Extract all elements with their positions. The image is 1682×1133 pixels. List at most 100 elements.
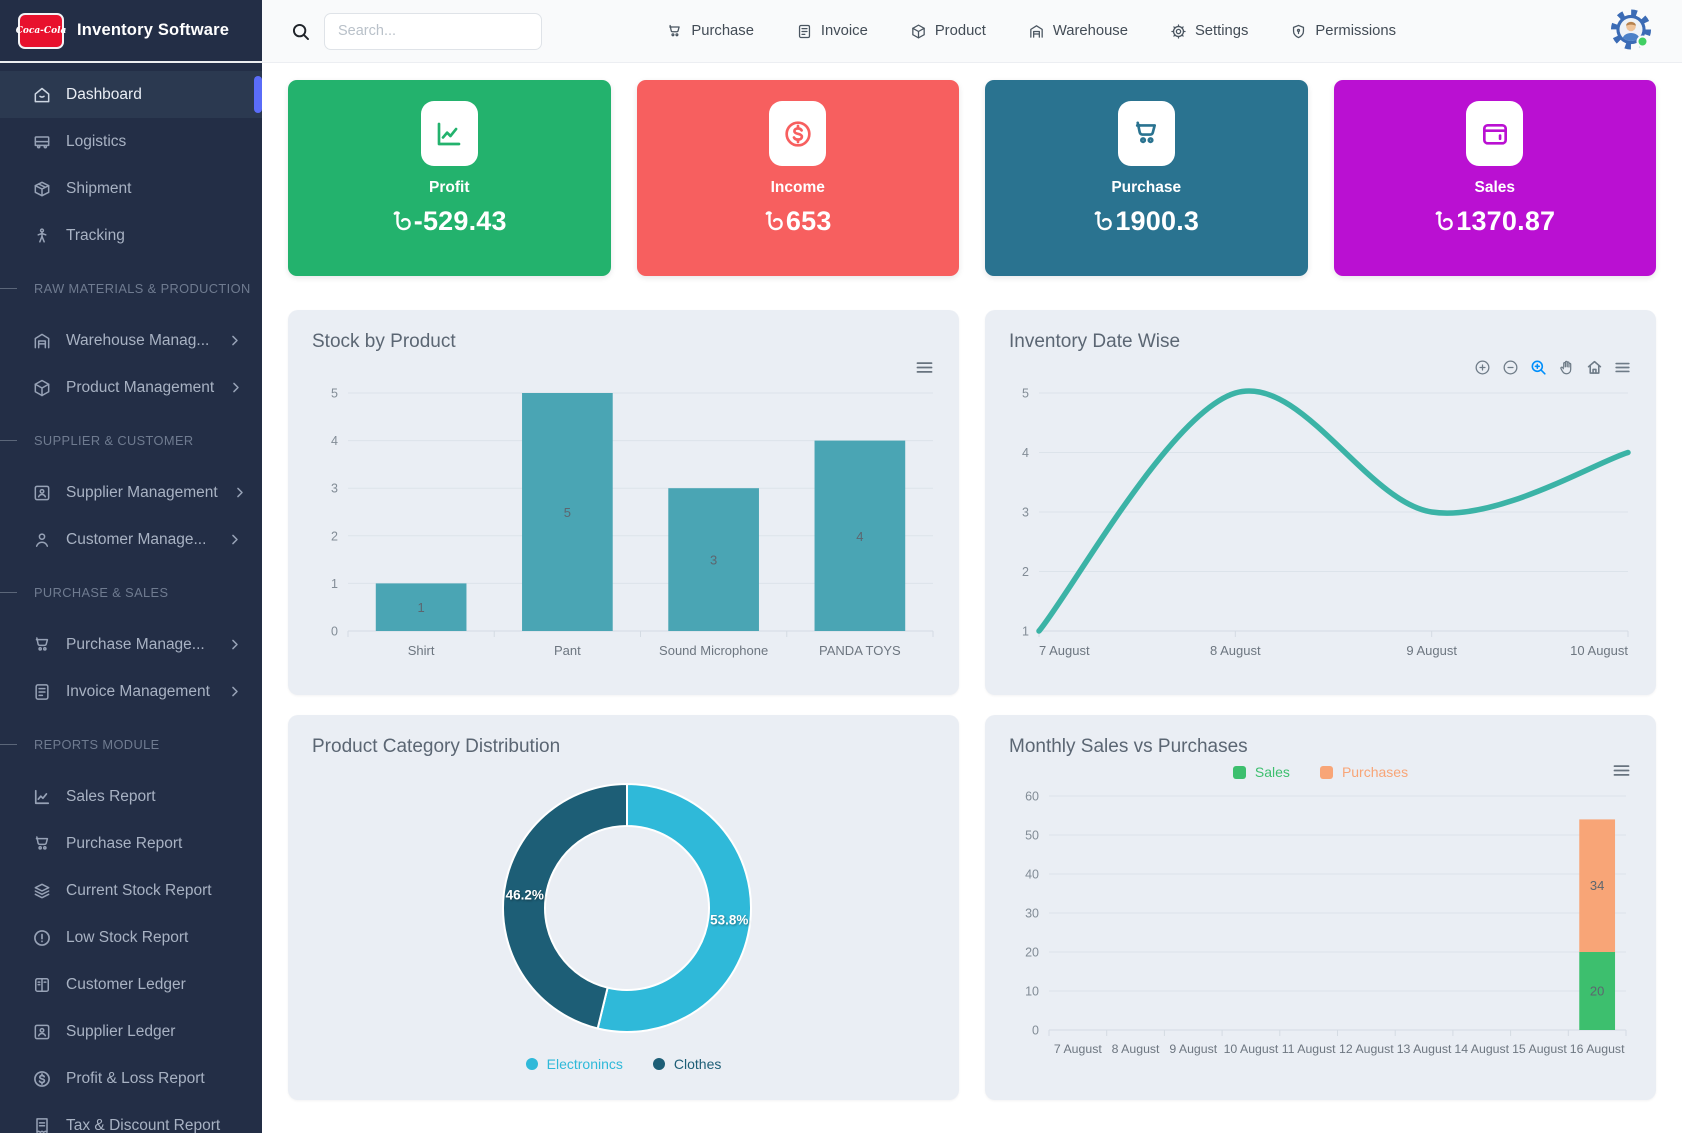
sidebar: Coca-Cola Inventory Software Dashboard Lo…	[0, 0, 262, 1133]
svg-text:3: 3	[331, 482, 338, 496]
sidebar-item-tracking[interactable]: Tracking	[0, 212, 262, 259]
svg-text:5: 5	[564, 505, 571, 520]
svg-text:5: 5	[331, 387, 338, 401]
sidebar-item-profit-loss-report[interactable]: Profit & Loss Report	[0, 1055, 262, 1102]
chevron-right-icon	[232, 485, 247, 500]
topnav-item-purchase[interactable]: Purchase	[666, 23, 754, 40]
topnav-item-permissions[interactable]: Permissions	[1290, 23, 1396, 40]
chart-menu-icon[interactable]	[914, 357, 935, 378]
sidebar-section-heading: PURCHASE & SALES	[0, 563, 262, 621]
topnav-item-warehouse[interactable]: Warehouse	[1028, 23, 1128, 40]
topbar: Purchase Invoice Product Warehouse Settings P…	[262, 0, 1682, 63]
sidebar-item-dashboard[interactable]: Dashboard	[0, 71, 262, 118]
sidebar-item-label: Purchase Report	[66, 834, 183, 852]
svg-text:10 August: 10 August	[1224, 1042, 1279, 1056]
sidebar-item-label: Warehouse Manag...	[66, 331, 210, 349]
svg-text:Sound Microphone: Sound Microphone	[659, 643, 768, 658]
svg-text:7 August: 7 August	[1054, 1042, 1102, 1056]
svg-text:14 August: 14 August	[1454, 1042, 1509, 1056]
sidebar-item-product-management[interactable]: Product Management	[0, 364, 262, 411]
stat-card-sales: Sales 1370.87	[1333, 80, 1656, 276]
svg-text:53.8%: 53.8%	[710, 912, 748, 927]
legend-label: Clothes	[673, 1056, 722, 1072]
coca-cola-logo-icon: Coca-Cola	[15, 12, 67, 49]
sidebar-item-current-stock-report[interactable]: Current Stock Report	[0, 867, 262, 914]
donut-legend: Electronincs Clothes	[312, 1052, 935, 1076]
stat-card-label: Purchase	[1111, 179, 1182, 196]
app-title: Inventory Software	[77, 21, 230, 39]
warehouse-icon	[1028, 23, 1045, 40]
svg-text:4: 4	[331, 434, 338, 448]
stat-card-label: Income	[770, 179, 825, 196]
sidebar-item-customer-manage[interactable]: Customer Manage...	[0, 516, 262, 563]
chevron-right-icon	[227, 532, 242, 547]
product-category-chart: 53.8% 46.2%	[502, 782, 752, 1033]
sidebar-item-supplier-management[interactable]: Supplier Management	[0, 469, 262, 516]
user-icon	[32, 530, 52, 550]
menu-icon[interactable]	[1613, 358, 1632, 377]
stat-card-amount: 653	[785, 206, 832, 236]
topnav-item-product[interactable]: Product	[910, 23, 986, 40]
search-area	[290, 12, 542, 50]
logo-text: Coca-Cola	[15, 25, 67, 36]
alert-icon	[32, 928, 52, 948]
sidebar-item-label: Product Management	[66, 378, 215, 396]
main-content: Profit -529.43 Income 653 Purchase 1900.3 Sale…	[262, 63, 1682, 1133]
topnav-item-settings[interactable]: Settings	[1170, 23, 1248, 40]
zoom-out-icon[interactable]	[1501, 358, 1520, 377]
svg-text:10 August: 10 August	[1570, 643, 1628, 658]
dollar-icon	[32, 1069, 52, 1089]
dollar-icon	[769, 101, 827, 166]
sidebar-item-shipment[interactable]: Shipment	[0, 165, 262, 212]
sidebar-item-tax-discount-report[interactable]: Tax & Discount Report	[0, 1102, 262, 1133]
topnav-item-invoice[interactable]: Invoice	[796, 23, 868, 40]
legend-item-electronincs[interactable]: Electronincs	[525, 1056, 623, 1072]
stat-card-profit: Profit -529.43	[288, 80, 611, 276]
supplier-icon	[32, 1022, 52, 1042]
stacked-legend: Sales Purchases	[1009, 760, 1632, 784]
taka-currency-icon	[392, 209, 412, 234]
svg-text:1: 1	[418, 600, 425, 615]
package-icon	[32, 179, 52, 199]
inventory-date-wise-chart: 1 2 3 4 5 7 August 8 August 9 August 10 August	[1022, 387, 1631, 658]
search-input[interactable]	[324, 12, 542, 50]
stat-card-amount: 1900.3	[1115, 206, 1200, 236]
sidebar-item-label: Supplier Management	[66, 483, 218, 501]
chart-menu-icon[interactable]	[1611, 760, 1632, 781]
svg-text:1: 1	[1022, 625, 1029, 639]
sidebar-item-sales-report[interactable]: Sales Report	[0, 773, 262, 820]
sidebar-item-customer-ledger[interactable]: Customer Ledger	[0, 961, 262, 1008]
sidebar-item-supplier-ledger[interactable]: Supplier Ledger	[0, 1008, 262, 1055]
sidebar-item-purchase-manage[interactable]: Purchase Manage...	[0, 621, 262, 668]
sidebar-item-low-stock-report[interactable]: Low Stock Report	[0, 914, 262, 961]
sidebar-item-label: Dashboard	[66, 85, 142, 103]
stat-card-purchase: Purchase 1900.3	[985, 80, 1308, 276]
gear-icon	[1170, 23, 1187, 40]
svg-text:2: 2	[1022, 565, 1029, 579]
selection-zoom-icon[interactable]	[1529, 358, 1548, 377]
pan-icon[interactable]	[1557, 358, 1576, 377]
sidebar-item-purchase-report[interactable]: Purchase Report	[0, 820, 262, 867]
product-category-panel: Product Category Distribution 53.8% 46.2%…	[288, 715, 959, 1100]
sidebar-item-logistics[interactable]: Logistics	[0, 118, 262, 165]
truck-icon	[32, 132, 52, 152]
warehouse-icon	[32, 331, 52, 351]
zoom-in-icon[interactable]	[1473, 358, 1492, 377]
chevron-right-icon	[228, 380, 243, 395]
svg-text:40: 40	[1025, 868, 1039, 882]
sidebar-section-heading: RAW MATERIALS & PRODUCTION	[0, 259, 262, 317]
sidebar-item-invoice-management[interactable]: Invoice Management	[0, 668, 262, 715]
sidebar-item-warehouse-manag[interactable]: Warehouse Manag...	[0, 317, 262, 364]
user-avatar[interactable]	[1608, 8, 1654, 54]
svg-text:11 August: 11 August	[1282, 1042, 1336, 1056]
supplier-icon	[32, 483, 52, 503]
reset-home-icon[interactable]	[1585, 358, 1604, 377]
topbar-nav: Purchase Invoice Product Warehouse Settings P…	[666, 23, 1396, 40]
legend-item-sales[interactable]: Sales	[1232, 764, 1290, 780]
legend-item-clothes[interactable]: Clothes	[652, 1056, 722, 1072]
wallet-icon	[1466, 101, 1524, 166]
sidebar-section-heading: REPORTS MODULE	[0, 715, 262, 773]
legend-item-purchases[interactable]: Purchases	[1319, 764, 1408, 780]
sidebar-item-label: Sales Report	[66, 787, 156, 805]
svg-text:50: 50	[1025, 829, 1039, 843]
